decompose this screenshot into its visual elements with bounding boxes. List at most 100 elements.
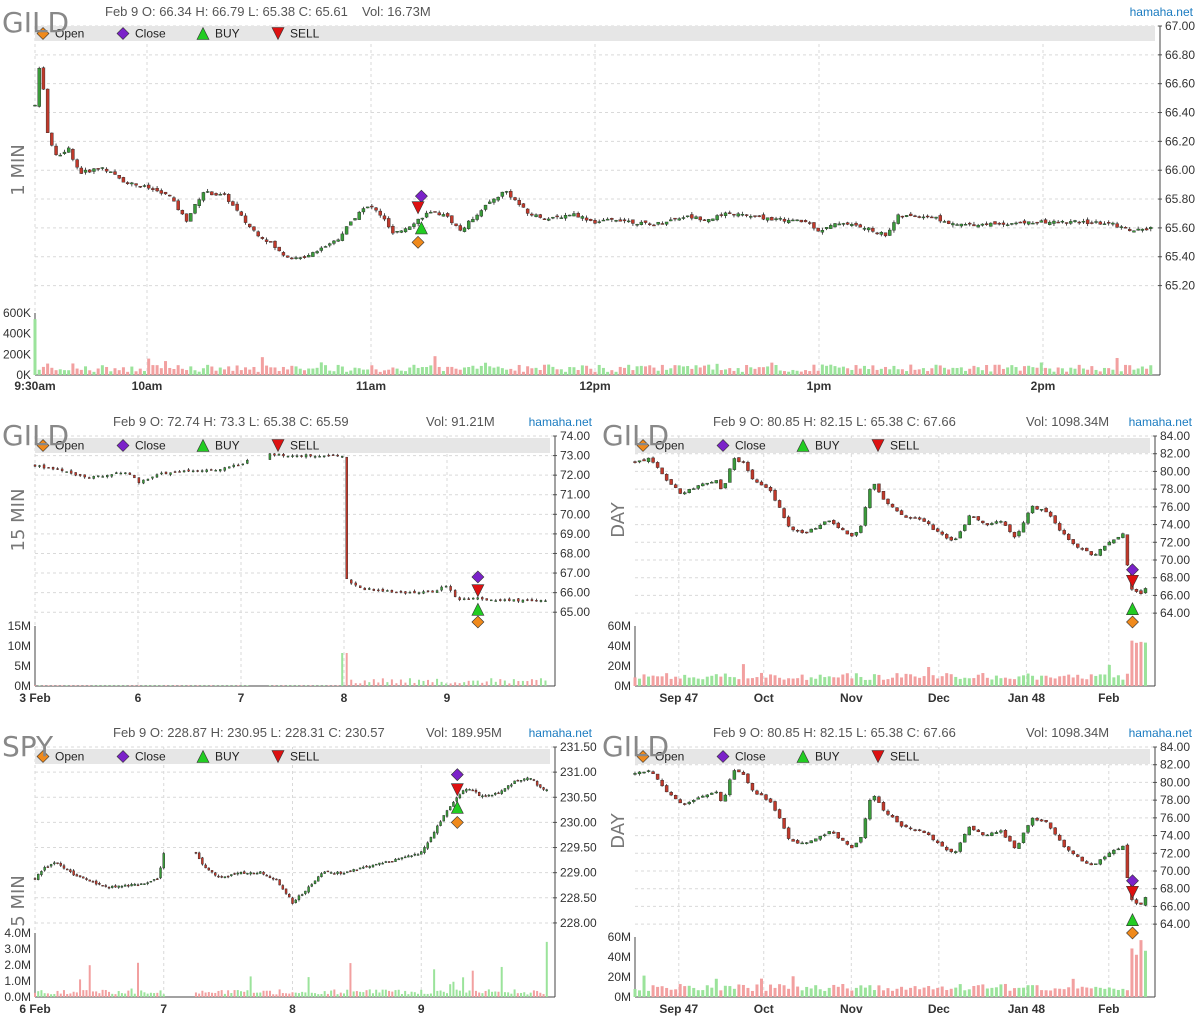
volume-bar (964, 370, 968, 375)
candle-body (1021, 522, 1026, 533)
candle-body (1125, 844, 1130, 879)
candle-body (239, 211, 244, 216)
candle-body (1069, 221, 1073, 224)
volume-bar (164, 361, 168, 375)
volume-bar (130, 366, 134, 375)
candle-body (1144, 228, 1149, 231)
volume-bar (1139, 641, 1143, 686)
volume-bar (111, 993, 114, 997)
brand-link[interactable]: hamaha.net (1130, 5, 1194, 19)
trade-markers (471, 570, 485, 629)
candle-body (381, 588, 385, 592)
legend-close-label: Close (135, 27, 166, 41)
volume-bar (474, 990, 477, 997)
brand-link[interactable]: hamaha.net (1129, 726, 1193, 740)
volume-bar (814, 985, 818, 997)
volume-bar (1089, 674, 1093, 686)
brand-link[interactable]: hamaha.net (1129, 415, 1193, 429)
candle-body (899, 821, 904, 827)
candle-body (137, 477, 141, 484)
volume-bars (34, 653, 547, 686)
candle-body (804, 842, 809, 844)
candle-body (412, 223, 416, 227)
candle-body (706, 219, 711, 223)
volume-bar (535, 679, 538, 686)
candle-body (701, 795, 705, 798)
candle-body (159, 867, 162, 879)
candle-body (37, 68, 41, 107)
candle-body (458, 597, 461, 600)
candle-body (403, 856, 407, 859)
volume-bar (1132, 369, 1136, 375)
volume-bar (455, 989, 458, 997)
candle-body (88, 477, 91, 479)
candle-body (1060, 220, 1065, 223)
volume-bar (1102, 367, 1106, 375)
candle-body (368, 866, 371, 868)
candle-body (79, 167, 84, 174)
candle-body (49, 864, 53, 867)
candle-body (723, 794, 728, 802)
volume-bar (829, 364, 833, 375)
volume-bar (1128, 365, 1132, 375)
volume-bar (507, 992, 510, 997)
volume-bar (881, 679, 885, 686)
candle-body (563, 215, 568, 219)
candle-body (209, 469, 213, 471)
candle-body (1044, 820, 1048, 823)
candle-body (980, 223, 985, 226)
brand-link[interactable]: hamaha.net (529, 726, 593, 740)
volume-bar (963, 677, 967, 686)
candle-body (120, 886, 124, 888)
volume-bar (1134, 642, 1138, 686)
candle-body (1080, 856, 1084, 862)
candle-body (804, 531, 809, 534)
candle-body (466, 220, 471, 229)
candle-body (361, 208, 366, 213)
volume-bar (291, 992, 294, 997)
candle-body (494, 793, 497, 795)
volume-bar (441, 371, 445, 375)
candle-body (755, 479, 759, 483)
volume-bar (1022, 366, 1026, 375)
volume-bar (391, 367, 395, 375)
volume-bar (886, 679, 890, 686)
candle-body (394, 858, 397, 862)
candle-body (78, 474, 82, 476)
candle-body (56, 862, 59, 864)
candle-body (333, 873, 336, 875)
volume-bar (694, 365, 698, 375)
volume-bar (168, 367, 172, 375)
candle-body (65, 471, 68, 473)
candle-body (479, 210, 484, 217)
candle-body (143, 883, 146, 885)
candle-body (226, 194, 231, 202)
candle-body (133, 474, 136, 479)
brand-link[interactable]: hamaha.net (529, 415, 593, 429)
volume-bar (1124, 364, 1128, 375)
volume-bar (534, 367, 538, 375)
volume-bar (770, 362, 774, 375)
candle-body (124, 472, 127, 474)
candle-body (452, 801, 455, 807)
candle-body (741, 771, 746, 775)
candle-body (698, 216, 702, 221)
volume-bar (117, 991, 120, 997)
candle-body (416, 218, 420, 225)
volume-bar (787, 678, 791, 686)
volume-bar (940, 676, 944, 686)
volume-bar (1130, 640, 1134, 686)
candle-body (191, 470, 195, 473)
candle-body (309, 454, 312, 457)
candle-body (437, 212, 441, 216)
candle-body (339, 871, 342, 874)
volume-bar (127, 990, 130, 997)
legend-open-label: Open (55, 439, 84, 453)
price-tick-label: 74.00 (560, 429, 590, 443)
candle-body (218, 194, 222, 196)
volume-bar (516, 993, 519, 997)
candle-body (535, 600, 538, 602)
candle-body (66, 147, 71, 153)
volume-bar (413, 992, 416, 997)
volume-readout: Vol: 16.73M (362, 4, 431, 19)
